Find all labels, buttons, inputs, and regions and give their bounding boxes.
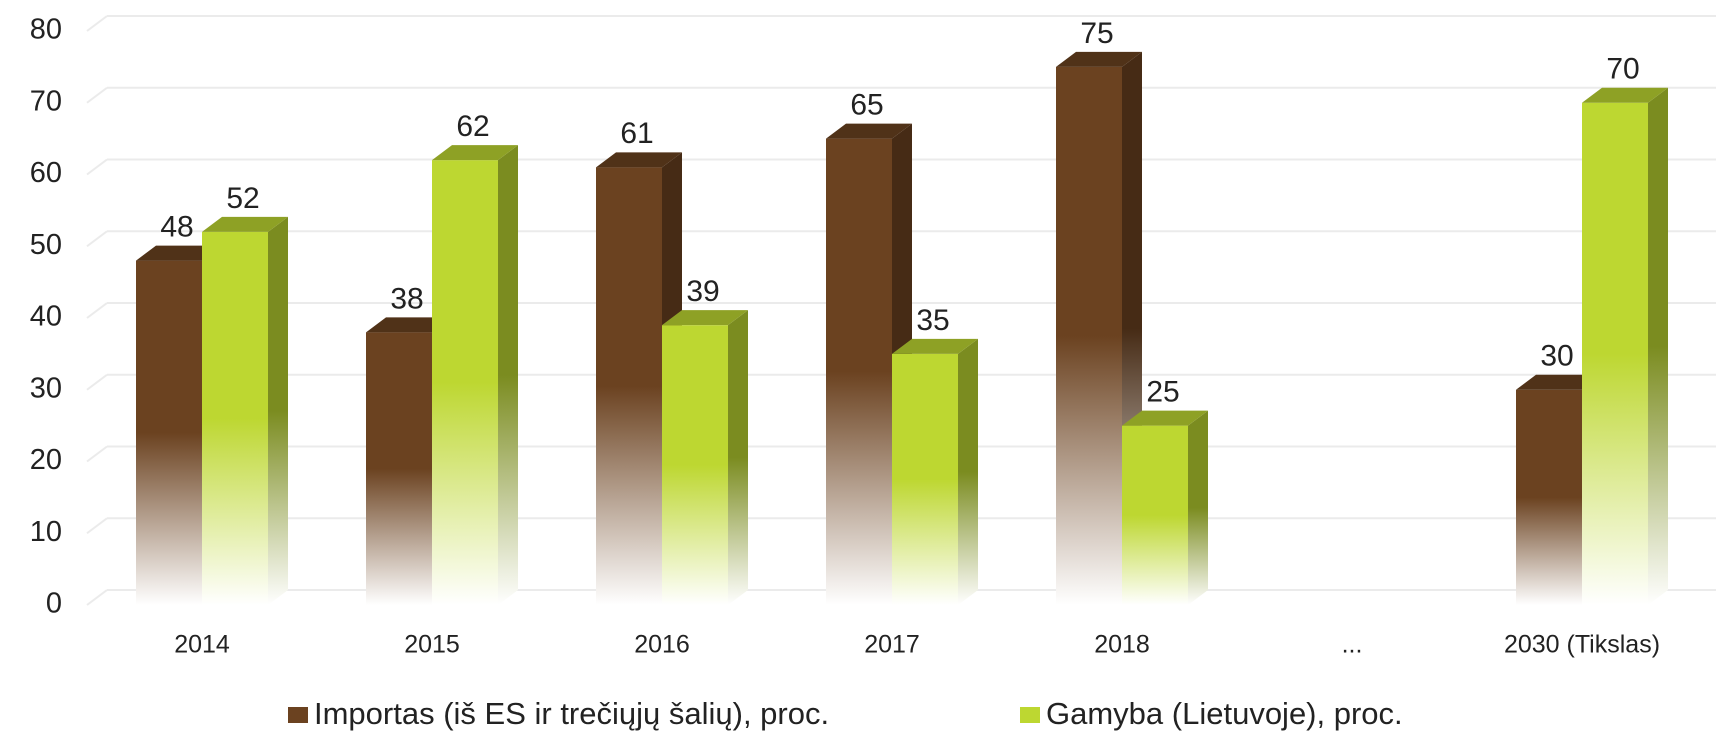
data-label: 25 xyxy=(1146,376,1179,409)
bar xyxy=(826,123,912,605)
x-tick-label: 2015 xyxy=(404,631,460,659)
bar-front xyxy=(1122,425,1188,605)
bar xyxy=(202,216,288,605)
y-tick-label: 80 xyxy=(30,14,62,46)
bar-top xyxy=(826,123,912,139)
bar-front xyxy=(202,231,268,605)
bar xyxy=(432,145,518,605)
x-tick-label: 2017 xyxy=(864,631,920,659)
data-label: 39 xyxy=(686,275,719,308)
y-tick-label: 30 xyxy=(30,372,62,404)
bar-top xyxy=(366,317,452,333)
grid-line-depth xyxy=(86,86,108,104)
bar-top xyxy=(892,338,978,354)
bar xyxy=(892,338,978,605)
legend-label: Gamyba (Lietuvoje), proc. xyxy=(1046,696,1403,731)
data-label: 30 xyxy=(1540,340,1573,373)
x-tick-label: 2016 xyxy=(634,631,690,659)
y-tick-label: 20 xyxy=(30,444,62,476)
grid-line-depth xyxy=(86,517,108,535)
x-tick-label: ... xyxy=(1342,631,1363,659)
bar-side xyxy=(268,216,288,605)
bar-top xyxy=(662,310,748,326)
data-label: 70 xyxy=(1606,53,1639,86)
bar xyxy=(1122,410,1208,605)
bar-top xyxy=(202,216,288,232)
bar-front xyxy=(1516,389,1582,605)
data-label: 65 xyxy=(850,89,883,122)
y-tick-label: 40 xyxy=(30,301,62,333)
data-label: 38 xyxy=(390,282,423,315)
bar xyxy=(1056,51,1142,605)
data-label: 75 xyxy=(1080,17,1113,50)
bar-front xyxy=(892,353,958,605)
x-tick-label: 2018 xyxy=(1094,631,1150,659)
y-tick-label: 70 xyxy=(30,85,62,117)
bar-top xyxy=(432,145,518,161)
grid-line-depth xyxy=(86,230,108,248)
x-tick-label: 2030 (Tikslas) xyxy=(1504,631,1660,659)
bar-front xyxy=(596,167,662,605)
bar xyxy=(1582,87,1668,605)
bar-top xyxy=(1056,51,1142,67)
bar-top xyxy=(596,152,682,168)
bar-top xyxy=(136,245,222,261)
bar-front xyxy=(1056,66,1122,605)
bar-top xyxy=(1582,87,1668,103)
data-label: 61 xyxy=(620,117,653,150)
bar-front xyxy=(662,325,728,605)
legend-swatch xyxy=(288,707,308,723)
grid-line-depth xyxy=(86,445,108,463)
bar-side xyxy=(1648,87,1668,605)
bar-side xyxy=(958,338,978,605)
y-tick-label: 50 xyxy=(30,229,62,261)
bar-front xyxy=(432,160,498,605)
x-tick-label: 2014 xyxy=(174,631,230,659)
data-label: 62 xyxy=(456,110,489,143)
bar-top xyxy=(1516,374,1602,390)
data-label: 35 xyxy=(916,304,949,337)
grid-line-depth xyxy=(86,158,108,176)
grid-line-depth xyxy=(86,589,108,606)
data-label: 52 xyxy=(226,182,259,215)
y-tick-label: 10 xyxy=(30,516,62,548)
bar-front xyxy=(826,138,892,605)
bar-front xyxy=(136,260,202,605)
bar-side xyxy=(728,310,748,605)
bar-front xyxy=(366,332,432,605)
y-tick-label: 0 xyxy=(46,588,62,620)
grid-line-depth xyxy=(86,373,108,391)
bar-top xyxy=(1122,410,1208,426)
data-label: 48 xyxy=(160,211,193,244)
bar-side xyxy=(1188,410,1208,605)
bar xyxy=(662,310,748,605)
grid-line-depth xyxy=(86,302,108,319)
bar-side xyxy=(498,145,518,605)
y-tick-label: 60 xyxy=(30,157,62,189)
legend-swatch xyxy=(1020,707,1040,723)
bar-front xyxy=(1582,102,1648,605)
legend-label: Importas (iš ES ir trečiųjų šalių), proc… xyxy=(314,696,829,731)
grid-line-depth xyxy=(86,15,108,32)
